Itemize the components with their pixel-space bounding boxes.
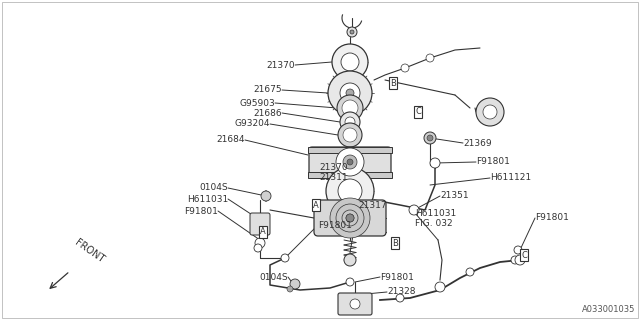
- Text: FRONT: FRONT: [73, 238, 106, 265]
- Text: 21351: 21351: [440, 191, 468, 201]
- Circle shape: [343, 155, 357, 169]
- Text: 21311: 21311: [319, 172, 348, 181]
- Text: B: B: [390, 78, 396, 87]
- Circle shape: [430, 158, 440, 168]
- Circle shape: [338, 179, 362, 203]
- FancyBboxPatch shape: [309, 147, 391, 178]
- Circle shape: [346, 89, 354, 97]
- Text: H611031: H611031: [415, 209, 456, 218]
- Circle shape: [343, 128, 357, 142]
- FancyBboxPatch shape: [338, 293, 372, 315]
- Text: 21684: 21684: [216, 135, 245, 145]
- Text: C: C: [521, 251, 527, 260]
- Circle shape: [345, 117, 355, 127]
- Circle shape: [261, 191, 271, 201]
- Text: C: C: [415, 108, 421, 116]
- Text: 21369: 21369: [463, 139, 492, 148]
- Circle shape: [347, 27, 357, 37]
- Circle shape: [328, 71, 372, 115]
- Circle shape: [338, 123, 362, 147]
- Bar: [308, 147, 392, 153]
- Text: 21370: 21370: [319, 164, 348, 172]
- Circle shape: [255, 238, 265, 248]
- Circle shape: [515, 255, 525, 265]
- Text: 21675: 21675: [253, 85, 282, 94]
- Circle shape: [337, 95, 363, 121]
- Text: A: A: [313, 201, 319, 210]
- Circle shape: [281, 254, 289, 262]
- FancyBboxPatch shape: [250, 213, 270, 235]
- Circle shape: [476, 98, 504, 126]
- Circle shape: [514, 246, 522, 254]
- Text: F91801: F91801: [476, 157, 510, 166]
- Text: H611031: H611031: [187, 195, 228, 204]
- Text: 21686: 21686: [253, 108, 282, 117]
- Circle shape: [336, 148, 364, 176]
- Circle shape: [435, 282, 445, 292]
- Text: F91801: F91801: [184, 206, 218, 215]
- Text: 21317: 21317: [358, 201, 387, 210]
- FancyBboxPatch shape: [314, 200, 386, 236]
- Text: F91801: F91801: [380, 273, 414, 282]
- Circle shape: [483, 105, 497, 119]
- Circle shape: [341, 53, 359, 71]
- Text: B: B: [392, 238, 398, 247]
- Text: 21370: 21370: [266, 60, 295, 69]
- Circle shape: [511, 256, 519, 264]
- Circle shape: [254, 244, 262, 252]
- Circle shape: [466, 268, 474, 276]
- Text: A: A: [260, 228, 266, 236]
- Circle shape: [347, 159, 353, 165]
- Circle shape: [287, 286, 293, 292]
- Text: G95903: G95903: [239, 99, 275, 108]
- Text: 21328: 21328: [387, 287, 415, 297]
- Text: F91801: F91801: [318, 220, 352, 229]
- Circle shape: [326, 167, 374, 215]
- Text: 0104S: 0104S: [200, 183, 228, 193]
- Circle shape: [332, 44, 368, 80]
- Circle shape: [290, 279, 300, 289]
- Circle shape: [346, 278, 354, 286]
- Bar: [308, 172, 392, 178]
- Text: A033001035: A033001035: [582, 305, 635, 314]
- Text: 0104S: 0104S: [259, 273, 288, 282]
- Circle shape: [346, 214, 354, 222]
- Circle shape: [427, 135, 433, 141]
- Circle shape: [396, 294, 404, 302]
- Circle shape: [409, 205, 419, 215]
- Circle shape: [424, 132, 436, 144]
- Circle shape: [350, 30, 354, 34]
- Circle shape: [401, 64, 409, 72]
- Circle shape: [330, 198, 370, 238]
- Circle shape: [344, 254, 356, 266]
- Text: G93204: G93204: [234, 119, 270, 129]
- Circle shape: [342, 100, 358, 116]
- Text: F91801: F91801: [535, 213, 569, 222]
- Text: FIG. 032: FIG. 032: [415, 219, 452, 228]
- Text: H611121: H611121: [490, 173, 531, 182]
- Circle shape: [340, 112, 360, 132]
- Circle shape: [426, 54, 434, 62]
- Circle shape: [340, 83, 360, 103]
- Circle shape: [350, 299, 360, 309]
